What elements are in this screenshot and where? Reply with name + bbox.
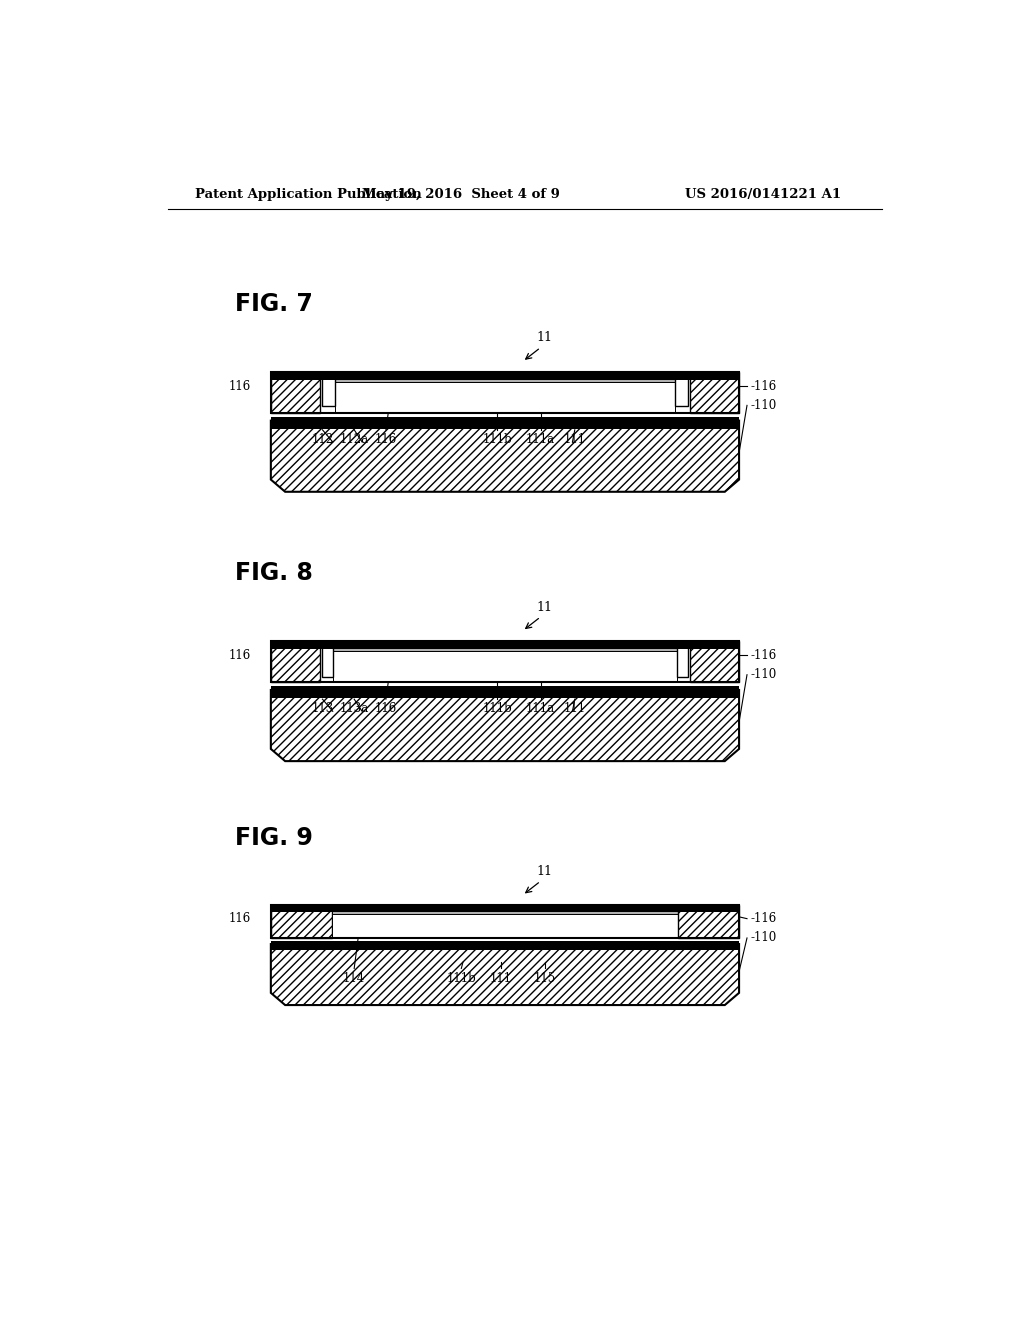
Bar: [270, 690, 739, 698]
Text: 111a: 111a: [526, 433, 555, 446]
Text: 116: 116: [228, 912, 251, 925]
Bar: [270, 941, 739, 944]
Text: -110: -110: [751, 932, 777, 945]
Bar: [270, 642, 739, 682]
Text: 113: 113: [311, 702, 334, 715]
Text: 112: 112: [311, 433, 334, 446]
Text: 111b: 111b: [482, 433, 512, 446]
Bar: [270, 906, 739, 939]
Text: 111b: 111b: [482, 702, 512, 715]
Text: -116: -116: [751, 380, 777, 392]
Text: 11: 11: [537, 601, 553, 614]
Bar: [322, 378, 335, 407]
Bar: [332, 906, 678, 913]
Bar: [332, 913, 678, 939]
Bar: [333, 651, 677, 682]
Text: -116: -116: [751, 912, 777, 925]
Text: Patent Application Publication: Patent Application Publication: [196, 189, 422, 202]
Bar: [270, 686, 739, 690]
Bar: [270, 944, 739, 950]
Polygon shape: [270, 690, 739, 762]
Bar: [677, 647, 688, 677]
Text: 116: 116: [228, 649, 251, 661]
Text: 112a: 112a: [340, 433, 369, 446]
Text: 116: 116: [375, 433, 397, 446]
Bar: [322, 647, 333, 677]
Bar: [270, 642, 739, 649]
Text: 11: 11: [537, 331, 553, 345]
Text: 111a: 111a: [526, 702, 555, 715]
Polygon shape: [270, 421, 739, 492]
Text: -110: -110: [751, 668, 777, 681]
Bar: [690, 372, 739, 412]
Text: 113a: 113a: [340, 702, 369, 715]
Bar: [270, 906, 332, 939]
Text: -116: -116: [751, 649, 777, 661]
Text: 111b: 111b: [446, 972, 476, 985]
Bar: [333, 642, 677, 651]
Bar: [270, 372, 739, 380]
Text: -110: -110: [751, 399, 777, 412]
Text: 111: 111: [489, 972, 512, 985]
Text: 116: 116: [228, 380, 251, 392]
Text: FIG. 8: FIG. 8: [236, 561, 313, 585]
Text: FIG. 9: FIG. 9: [236, 825, 313, 850]
Text: FIG. 7: FIG. 7: [236, 292, 313, 315]
Text: 111: 111: [564, 433, 586, 446]
Bar: [675, 378, 688, 407]
Bar: [335, 381, 675, 412]
Polygon shape: [270, 944, 739, 1005]
Text: 114: 114: [343, 972, 366, 985]
Bar: [270, 417, 739, 421]
Text: 111: 111: [564, 702, 586, 715]
Text: 11: 11: [537, 865, 553, 878]
Bar: [690, 642, 739, 682]
Text: 116: 116: [375, 702, 397, 715]
Text: 115: 115: [534, 972, 556, 985]
Text: May 19, 2016  Sheet 4 of 9: May 19, 2016 Sheet 4 of 9: [362, 189, 560, 202]
Bar: [270, 421, 739, 429]
Bar: [678, 906, 739, 939]
Text: US 2016/0141221 A1: US 2016/0141221 A1: [685, 189, 841, 202]
Bar: [335, 372, 675, 381]
Bar: [270, 906, 739, 912]
Bar: [270, 372, 739, 412]
Bar: [270, 372, 321, 412]
Bar: [270, 642, 321, 682]
